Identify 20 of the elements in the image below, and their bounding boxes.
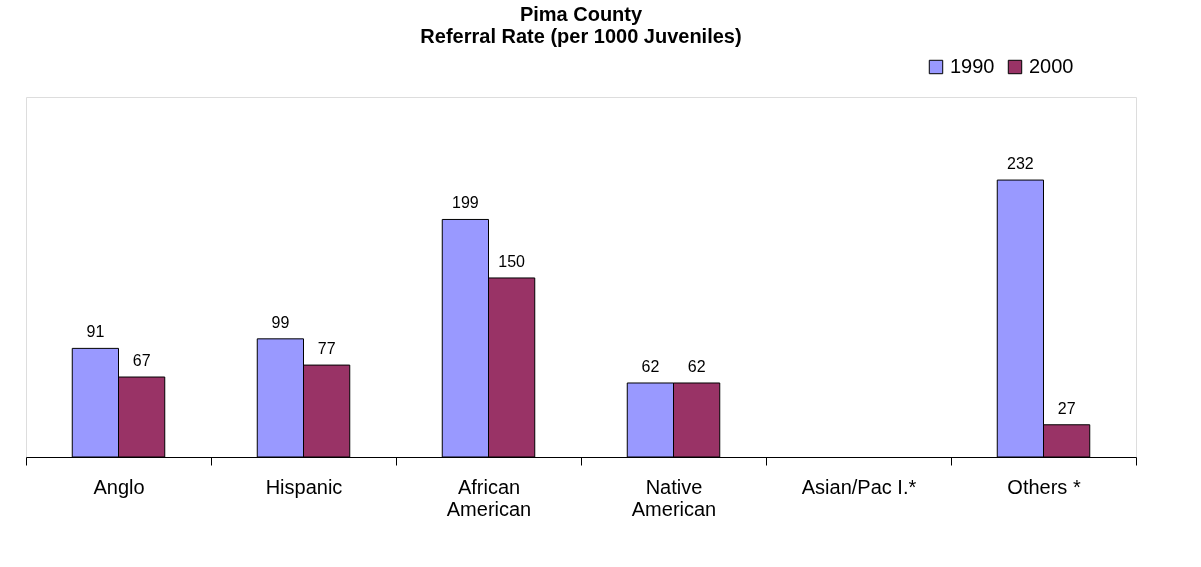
x-tick-label: Asian/Pac I.* <box>801 475 917 498</box>
data-label: 62 <box>687 357 706 375</box>
x-tick-label: Others * <box>1007 475 1081 498</box>
data-label: 67 <box>132 352 151 370</box>
data-label: 99 <box>271 313 290 331</box>
text: Pima County <box>519 3 643 25</box>
x-tick-label: Anglo <box>93 475 145 498</box>
data-label: 199 <box>452 194 479 212</box>
x-tick-label: Native American <box>631 475 717 520</box>
data-label: 91 <box>86 323 105 341</box>
data-label: 62 <box>641 357 660 375</box>
data-label: 232 <box>1007 155 1034 173</box>
legend-label: 1990 <box>950 55 995 77</box>
x-tick-label: Hispanic <box>265 475 343 498</box>
text: Referral Rate (per 1000 Juveniles) <box>420 25 742 47</box>
data-label: 150 <box>498 252 526 270</box>
data-label: 27 <box>1057 399 1076 417</box>
data-label: 77 <box>317 340 336 358</box>
legend-label: 2000 <box>1029 55 1074 77</box>
x-tick-label: African American <box>446 475 532 520</box>
